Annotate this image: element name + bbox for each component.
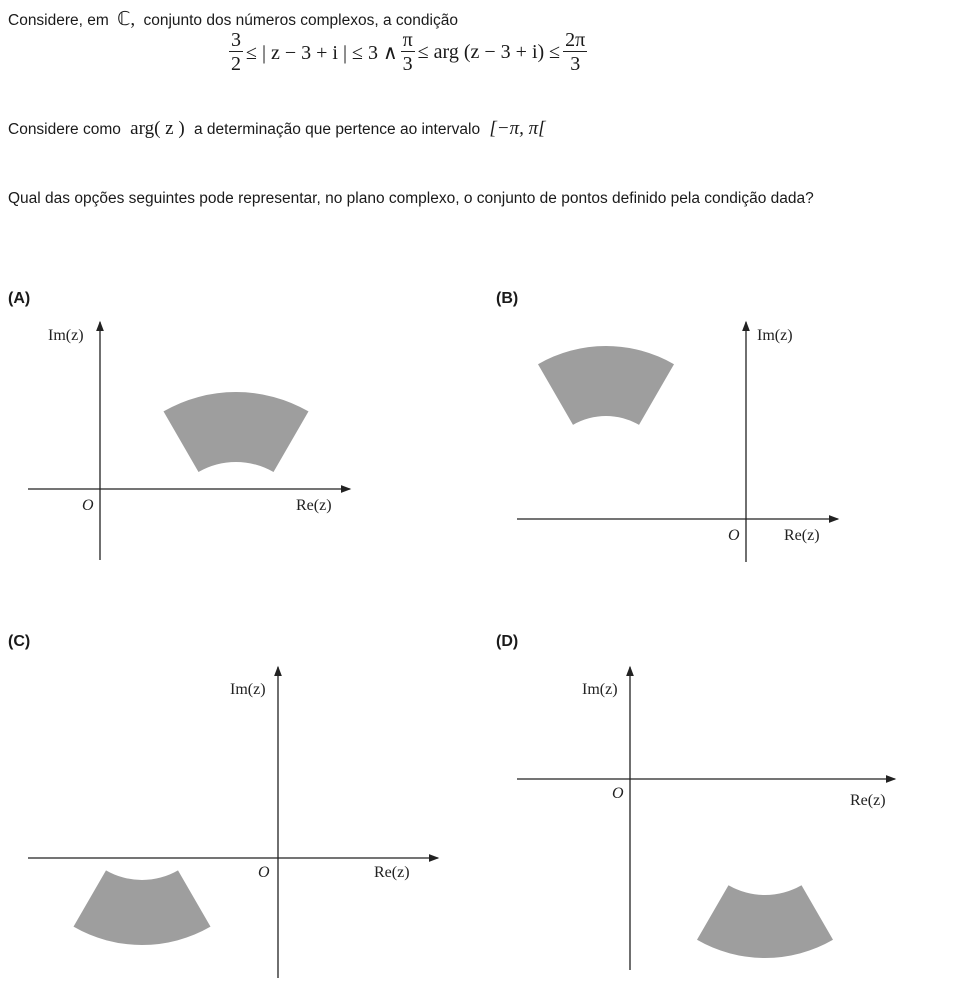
numerator: π [400,29,415,52]
intro-before: Considere, em [8,12,109,29]
im-axis-label: Im(z) [757,327,793,344]
re-axis-label: Re(z) [374,864,410,881]
re-axis-label: Re(z) [296,497,332,514]
complex-set-symbol: ℂ, [117,9,136,30]
intro-line: Considere, em ℂ, conjunto dos números co… [8,8,458,31]
numerator: 2π [563,29,588,52]
im-axis-label: Im(z) [230,681,266,698]
denominator: 3 [570,53,581,75]
modulus-condition: ≤ | z − 3 + i | ≤ 3 ∧ [246,41,398,64]
arg-note-after: a determinação que pertence ao intervalo [194,121,481,138]
region-sector [697,885,833,958]
arg-z: arg( z ) [130,118,185,139]
im-axis-label: Im(z) [582,681,618,698]
im-axis-label: Im(z) [48,327,84,344]
option-c-label[interactable]: (C) [8,633,31,650]
option-d-label[interactable]: (D) [496,633,519,650]
arg-note-line: Considere como arg( z ) a determinação q… [8,118,546,140]
argument-condition: ≤ arg (z − 3 + i) ≤ [417,40,561,63]
question-text: Qual das opções seguintes pode represent… [8,190,814,207]
re-axis-label: Re(z) [784,527,820,544]
arg-note-before: Considere como [8,121,121,138]
numerator: 3 [229,29,243,52]
intro-after: conjunto dos números complexos, a condiç… [143,12,458,29]
region-sector [163,392,309,473]
diagram-a[interactable]: Im(z) O Re(z) [28,320,352,560]
diagram-d[interactable]: Im(z) O Re(z) [517,665,897,970]
diagram-c[interactable]: Im(z) O Re(z) [28,665,440,978]
re-axis-label: Re(z) [850,792,886,809]
denominator: 3 [402,53,413,75]
fraction-2pi-3: 2π 3 [563,29,588,75]
option-a-label[interactable]: (A) [8,290,31,307]
option-b-label[interactable]: (B) [496,290,519,307]
origin-label: O [612,785,624,802]
diagram-b[interactable]: Im(z) O Re(z) [517,320,840,562]
interval: [−π, π[ [489,118,546,139]
origin-label: O [728,527,740,544]
origin-label: O [258,864,270,881]
origin-label: O [82,497,94,514]
region-sector [73,870,211,945]
region-sector [538,345,674,425]
denominator: 2 [231,53,241,75]
